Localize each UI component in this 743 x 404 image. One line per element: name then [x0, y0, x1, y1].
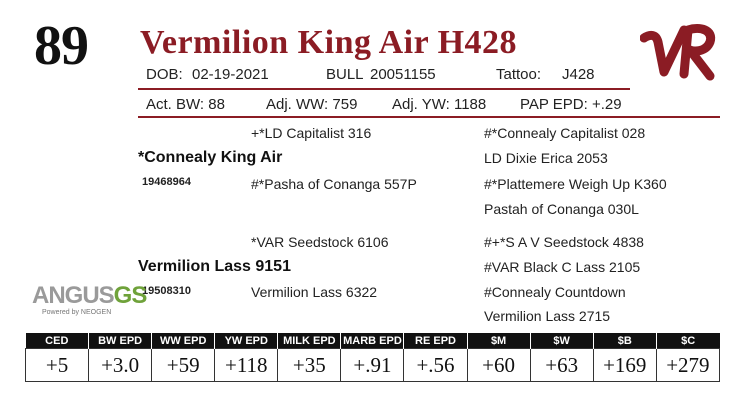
sire-sire-dam: LD Dixie Erica 2053: [484, 150, 608, 166]
epd-header-m: $M: [466, 333, 531, 349]
dam-sire-dam: #VAR Black C Lass 2105: [484, 259, 641, 275]
dob-label: DOB:: [146, 66, 183, 83]
dam-dam-sire: #Connealy Countdown: [484, 284, 626, 300]
epd-header-w: $W: [529, 333, 594, 349]
epd-header-c: $C: [655, 333, 720, 349]
epd-header-milk: MILK EPD: [277, 333, 341, 349]
epd-value-ced: +5: [24, 348, 90, 382]
act-bw: Act. BW: 88: [146, 96, 225, 113]
epd-value-marb: +.91: [340, 348, 405, 382]
info-divider: [138, 88, 630, 90]
dam-sire-sire: #+*S A V Seedstock 4838: [484, 234, 644, 250]
epd-value-milk: +35: [277, 348, 342, 382]
animal-name: Vermilion King Air H428: [140, 24, 518, 61]
epd-value-yw: +118: [214, 348, 279, 382]
sire-sire: +*LD Capitalist 316: [251, 125, 372, 141]
epd-value-w: +63: [529, 348, 594, 382]
tattoo-label: Tattoo:: [496, 66, 542, 83]
epd-value-bw: +3.0: [88, 348, 153, 382]
dam-sire: *VAR Seedstock 6106: [251, 234, 389, 250]
epd-header-re: RE EPD: [403, 333, 468, 349]
dam-dam-dam: Vermilion Lass 2715: [484, 308, 611, 324]
epd-value-c: +279: [655, 348, 721, 382]
lot-number: 89: [34, 15, 89, 77]
sire-dam-dam: Pastah of Conanga 030L: [484, 201, 639, 217]
epd-header-marb: MARB EPD: [340, 333, 404, 349]
epd-value-row: +5 +3.0 +59 +118 +35 +.91 +.56 +60 +63 +…: [24, 348, 721, 382]
sire-registration: 19468964: [142, 176, 191, 188]
epd-header-ww: WW EPD: [151, 333, 215, 349]
dam-registration: 19508310: [142, 285, 191, 297]
angus-gs-logo: ANGUSGS Powered by NEOGEN: [32, 282, 148, 317]
sire-dam: #*Pasha of Conanga 557P: [251, 176, 417, 192]
dam-dam: Vermilion Lass 6322: [251, 284, 378, 300]
epd-header-row: CED BW EPD WW EPD YW EPD MILK EPD MARB E…: [25, 333, 720, 349]
stats-divider: [138, 116, 720, 118]
adj-yw: Adj. YW: 1188: [392, 96, 487, 113]
epd-value-b: +169: [592, 348, 657, 382]
adj-ww: Adj. WW: 759: [266, 96, 358, 113]
sex-label: BULL: [326, 66, 364, 83]
epd-value-m: +60: [466, 348, 531, 382]
angus-logo-subtext: Powered by NEOGEN: [42, 309, 112, 316]
ranch-logo: [639, 20, 720, 95]
epd-header-ced: CED: [25, 333, 89, 349]
epd-table: CED BW EPD WW EPD YW EPD MILK EPD MARB E…: [24, 333, 721, 382]
registration-number: 20051155: [370, 66, 436, 83]
angus-logo-text: ANGUS: [32, 282, 115, 309]
epd-value-ww: +59: [151, 348, 216, 382]
epd-header-yw: YW EPD: [214, 333, 278, 349]
epd-value-re: +.56: [403, 348, 468, 382]
sire-dam-sire: #*Plattemere Weigh Up K360: [484, 176, 667, 192]
epd-header-bw: BW EPD: [88, 333, 152, 349]
gs-logo-text: GS: [113, 282, 148, 309]
sire-sire-sire: #*Connealy Capitalist 028: [484, 125, 646, 141]
tattoo-value: J428: [562, 66, 595, 83]
epd-header-b: $B: [592, 333, 657, 349]
dam-name: Vermilion Lass 9151: [138, 258, 291, 275]
dob-value: 02-19-2021: [192, 66, 269, 83]
pap-epd: PAP EPD: +.29: [520, 96, 622, 113]
sire-name: *Connealy King Air: [138, 149, 283, 166]
